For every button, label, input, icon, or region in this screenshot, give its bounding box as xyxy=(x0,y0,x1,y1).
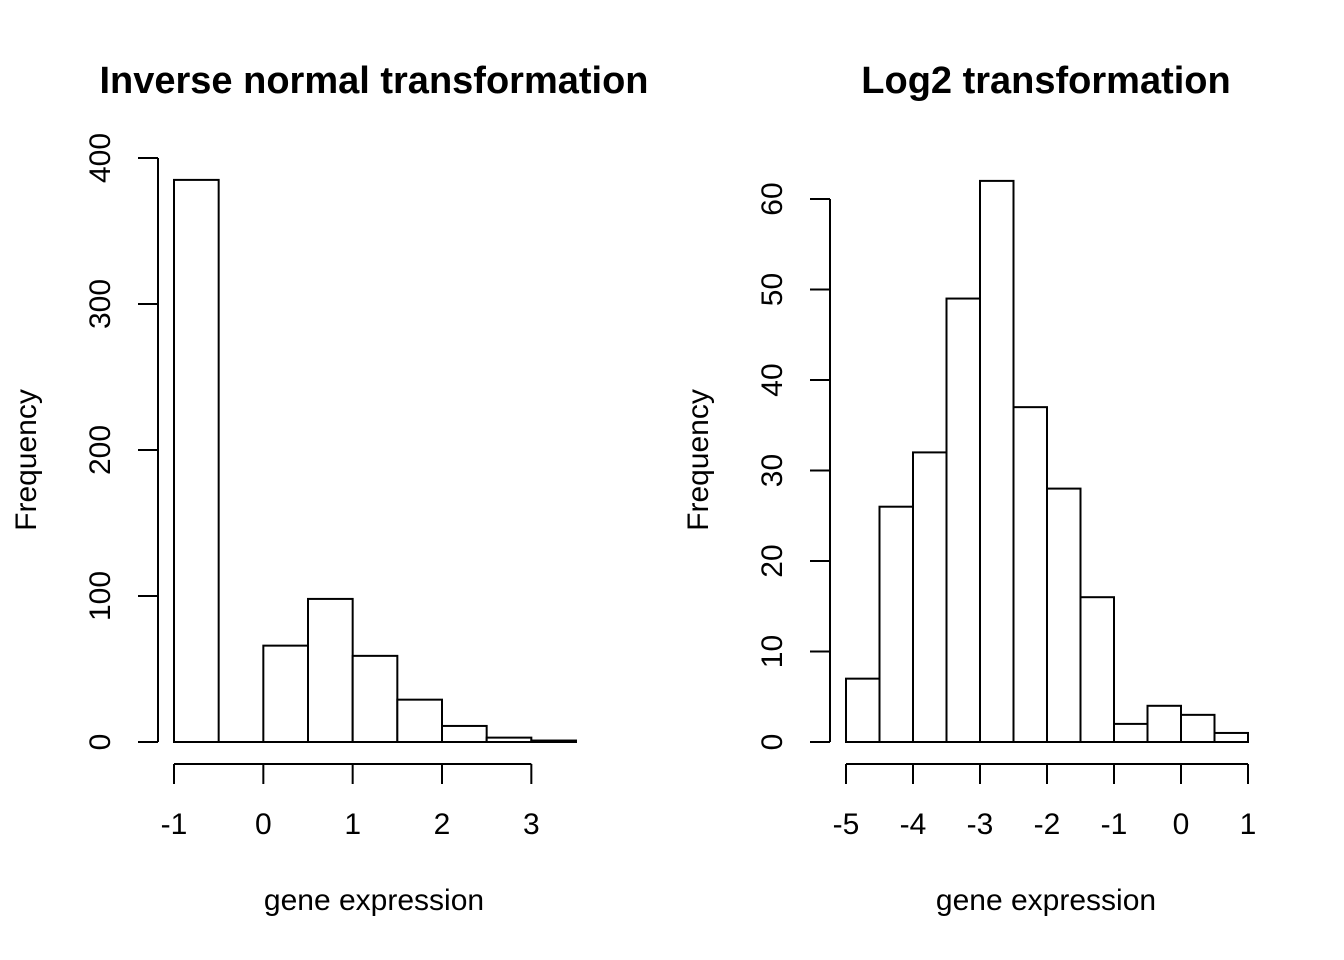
histogram-bar xyxy=(1012,406,1048,743)
histogram-bar xyxy=(351,654,399,743)
y-axis-label: Frequency xyxy=(10,389,43,531)
histogram-bar xyxy=(307,597,354,743)
histogram-bar xyxy=(912,451,948,743)
x-tick-label: 0 xyxy=(1173,808,1190,841)
y-tick-label: 0 xyxy=(84,734,117,751)
histogram-bar xyxy=(979,179,1015,743)
histogram-bar xyxy=(845,677,881,744)
histogram-bar xyxy=(1213,731,1249,744)
y-tick-label: 30 xyxy=(756,454,789,487)
histogram-inverse-normal: Inverse normal transformation gene expre… xyxy=(10,60,649,917)
y-axis: 0 10 20 30 40 50 60 xyxy=(756,182,831,751)
x-axis-label: gene expression xyxy=(936,884,1156,917)
histogram-log2: Log2 transformation gene expression Freq… xyxy=(682,60,1256,917)
histogram-bar xyxy=(878,505,914,744)
bars xyxy=(845,179,1249,744)
x-axis-label: gene expression xyxy=(264,884,484,917)
histogram-bar xyxy=(530,739,577,743)
y-tick-label: 100 xyxy=(84,571,117,621)
y-tick-label: 10 xyxy=(756,635,789,668)
x-tick-label: -4 xyxy=(900,808,927,841)
x-tick-label: -1 xyxy=(1101,808,1128,841)
x-tick-label: -1 xyxy=(161,808,188,841)
x-tick-label: -2 xyxy=(1034,808,1061,841)
histogram-bar xyxy=(945,297,981,743)
histogram-bar xyxy=(1180,713,1216,743)
y-tick-label: 300 xyxy=(84,279,117,329)
x-axis: -5 -4 -3 -2 -1 0 1 xyxy=(833,763,1257,841)
histogram-bar xyxy=(485,736,533,743)
y-tick-label: 50 xyxy=(756,273,789,306)
x-axis: -1 0 1 2 3 xyxy=(161,763,540,841)
x-tick-label: 1 xyxy=(1240,808,1257,841)
y-tick-label: 400 xyxy=(84,133,117,183)
histogram-bar xyxy=(441,724,488,744)
x-tick-label: 0 xyxy=(255,808,272,841)
x-tick-label: -3 xyxy=(967,808,994,841)
y-tick-label: 60 xyxy=(756,182,789,215)
histogram-bar xyxy=(1046,487,1082,743)
chart-title: Inverse normal transformation xyxy=(99,60,648,102)
histogram-bar xyxy=(173,178,220,743)
x-tick-label: 3 xyxy=(523,808,540,841)
histogram-bar xyxy=(262,644,310,744)
y-tick-label: 20 xyxy=(756,544,789,577)
x-tick-label: -5 xyxy=(833,808,860,841)
x-tick-label: 1 xyxy=(344,808,361,841)
histogram-bar xyxy=(1146,704,1182,743)
histogram-bar xyxy=(1113,722,1149,744)
chart-title: Log2 transformation xyxy=(861,60,1230,102)
y-axis: 0 100 200 300 400 xyxy=(84,133,159,751)
y-tick-label: 40 xyxy=(756,363,789,396)
histogram-bar xyxy=(396,698,444,743)
x-tick-label: 2 xyxy=(434,808,451,841)
histogram-bar xyxy=(1079,596,1115,744)
y-tick-label: 200 xyxy=(84,425,117,475)
bars xyxy=(173,178,577,744)
y-tick-label: 0 xyxy=(756,734,789,751)
y-axis-label: Frequency xyxy=(682,389,715,531)
